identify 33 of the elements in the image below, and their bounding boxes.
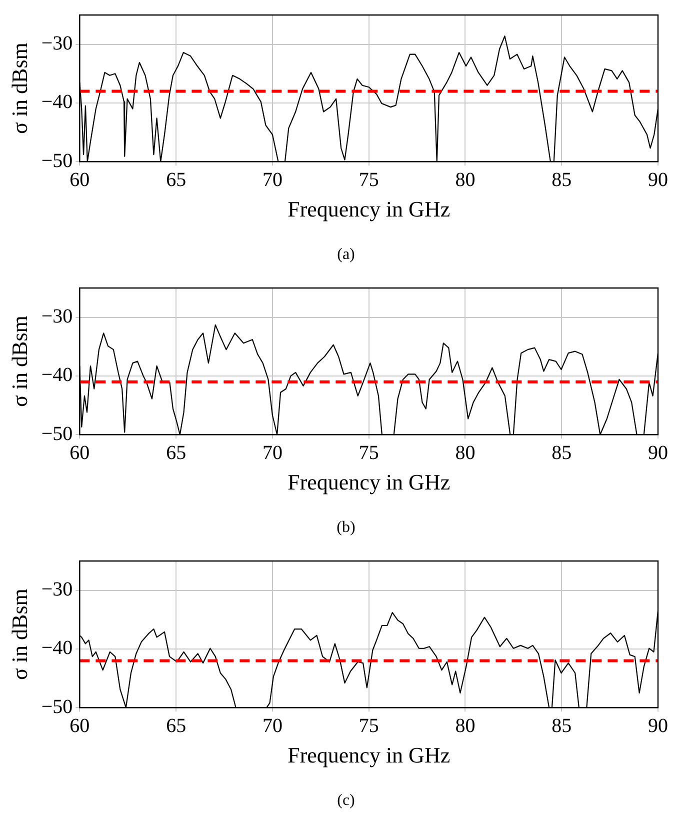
x-tick-label: 65 bbox=[166, 442, 186, 464]
x-axis-title: Frequency in GHz bbox=[288, 470, 450, 495]
x-tick-label: 65 bbox=[166, 714, 186, 737]
x-axis-title: Frequency in GHz bbox=[288, 196, 450, 222]
y-axis-title: σ in dBsm bbox=[6, 588, 32, 680]
x-tick-label: 85 bbox=[552, 714, 572, 737]
y-axis-title: σ in dBsm bbox=[6, 42, 32, 134]
x-tick-label: 70 bbox=[262, 442, 282, 464]
y-tick-label: −40 bbox=[41, 364, 73, 386]
x-tick-label: 70 bbox=[262, 168, 282, 191]
y-tick-label: −30 bbox=[41, 306, 73, 328]
y-tick-label: −40 bbox=[41, 91, 73, 114]
x-tick-label: 75 bbox=[358, 442, 379, 464]
text: (b) bbox=[336, 519, 356, 537]
y-axis-title: σ in dBsm bbox=[6, 316, 32, 407]
x-tick-label: 90 bbox=[648, 714, 668, 737]
x-tick-label: 80 bbox=[455, 714, 476, 737]
x-tick-label: 75 bbox=[358, 714, 379, 737]
text: (a) bbox=[336, 246, 356, 264]
x-tick-label: 80 bbox=[455, 442, 476, 464]
x-tick-label: 90 bbox=[648, 442, 668, 464]
x-tick-label: 70 bbox=[262, 714, 282, 737]
x-tick-label: 90 bbox=[648, 168, 668, 191]
y-tick-label: −40 bbox=[41, 637, 73, 660]
y-tick-label: −30 bbox=[41, 578, 73, 601]
text: (c) bbox=[336, 792, 356, 810]
x-tick-label: 85 bbox=[552, 442, 572, 464]
x-tick-label: 65 bbox=[166, 168, 186, 191]
y-tick-label: −30 bbox=[41, 32, 73, 55]
x-tick-label: 75 bbox=[358, 168, 379, 191]
x-tick-label: 80 bbox=[455, 168, 476, 191]
x-axis-title: Frequency in GHz bbox=[288, 742, 450, 768]
x-tick-label: 85 bbox=[552, 168, 572, 191]
